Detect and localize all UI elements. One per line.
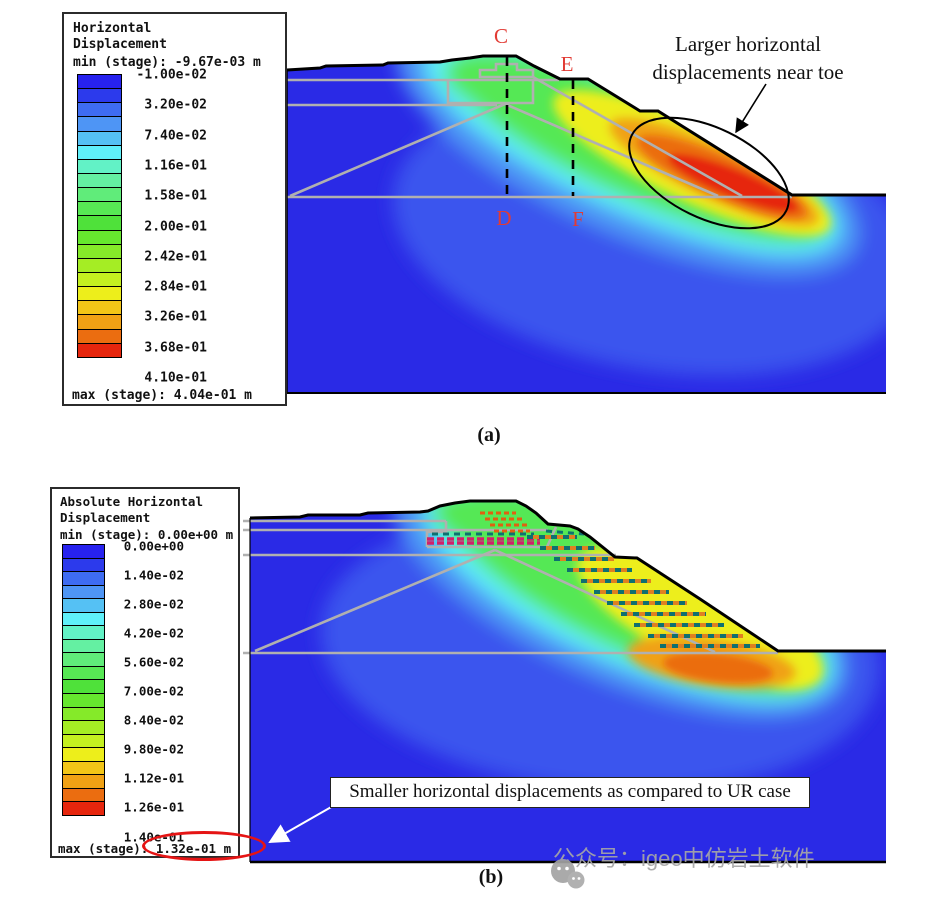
legend-tick-label: 1.12e-01 <box>123 770 184 786</box>
legend-b-title: Absolute Horizontal Displacement <box>60 494 203 525</box>
caption-b: (b) <box>478 866 504 888</box>
legend-tick-label: 0.00e+00 <box>123 538 184 553</box>
legend-b-colorbar <box>62 544 105 816</box>
legend-b-min: min (stage): 0.00e+00 m <box>60 527 234 542</box>
legend-swatch <box>62 801 105 816</box>
legend-a-title: Horizontal Displacement <box>73 21 167 52</box>
legend-a-min: min (stage): -9.67e-03 m <box>73 55 261 70</box>
legend-a-colorbar <box>77 74 122 358</box>
section-label-E: E <box>560 52 574 76</box>
legend-tick-label: 3.68e-01 <box>144 340 207 356</box>
annotation-b: Smaller horizontal displacements as comp… <box>330 777 810 808</box>
section-label-D: D <box>496 206 512 230</box>
legend-tick-label: 5.60e-02 <box>123 654 184 670</box>
legend-tick-label: 2.80e-02 <box>123 596 184 612</box>
legend-tick-label: 9.80e-02 <box>123 741 184 757</box>
legend-tick-label: 2.42e-01 <box>144 249 207 265</box>
legend-swatch <box>77 342 122 358</box>
slope-surface-b <box>249 499 886 653</box>
legend-tick-label: 3.20e-02 <box>144 97 207 113</box>
legend-a: Horizontal Displacement min (stage): -9.… <box>62 12 287 406</box>
nails-platform <box>427 511 585 545</box>
legend-tick-label: 1.58e-01 <box>144 188 207 204</box>
nails-face <box>527 535 760 648</box>
legend-a-max: max (stage): 4.04e-01 m <box>72 388 253 403</box>
legend-b-ticks: 0.00e+00 1.40e-02 2.80e-02 4.20e-02 5.60e-02… <box>70 538 184 846</box>
max-value-highlight-ellipse <box>142 831 266 861</box>
section-label-F: F <box>572 207 584 231</box>
watermark: 公众号：igeo中仿岩土软件 <box>548 841 815 889</box>
toe-highlight-ellipse <box>628 116 790 230</box>
contour-plot-b <box>243 499 886 864</box>
watermark-text: 公众号：igeo中仿岩土软件 <box>553 846 815 871</box>
legend-tick-label: 7.40e-02 <box>144 128 207 144</box>
annotation-a: Larger horizontal displacements near toe <box>652 32 844 85</box>
contour-plot-a <box>286 54 886 394</box>
legend-tick-label: 2.84e-01 <box>144 279 207 295</box>
legend-tick-label: -1.00e-02 <box>136 67 207 83</box>
legend-tick-label: 4.20e-02 <box>123 625 184 641</box>
slope-surface-a <box>286 54 886 197</box>
legend-tick-label: 2.00e-01 <box>144 219 207 234</box>
annotation-arrow-b <box>268 805 334 843</box>
legend-tick-label: 7.00e-02 <box>123 683 184 699</box>
support-lines-a <box>287 62 792 199</box>
legend-tick-label: 1.16e-01 <box>144 158 207 174</box>
section-label-C: C <box>493 24 509 48</box>
legend-b: Absolute Horizontal Displacement min (st… <box>50 487 240 858</box>
annotation-arrow-a <box>735 83 767 134</box>
legend-tick-label: 8.40e-02 <box>123 712 184 728</box>
caption-a: (a) <box>477 424 501 446</box>
legend-tick-label: 1.40e-02 <box>123 567 184 583</box>
legend-a-ticks: -1.00e-02 3.20e-02 7.40e-02 1.16e-01 1.58e-0… <box>84 68 207 386</box>
legend-tick-label: 1.26e-01 <box>123 799 184 815</box>
legend-tick-label: 4.10e-01 <box>144 370 207 386</box>
legend-tick-label: 3.26e-01 <box>144 309 207 325</box>
